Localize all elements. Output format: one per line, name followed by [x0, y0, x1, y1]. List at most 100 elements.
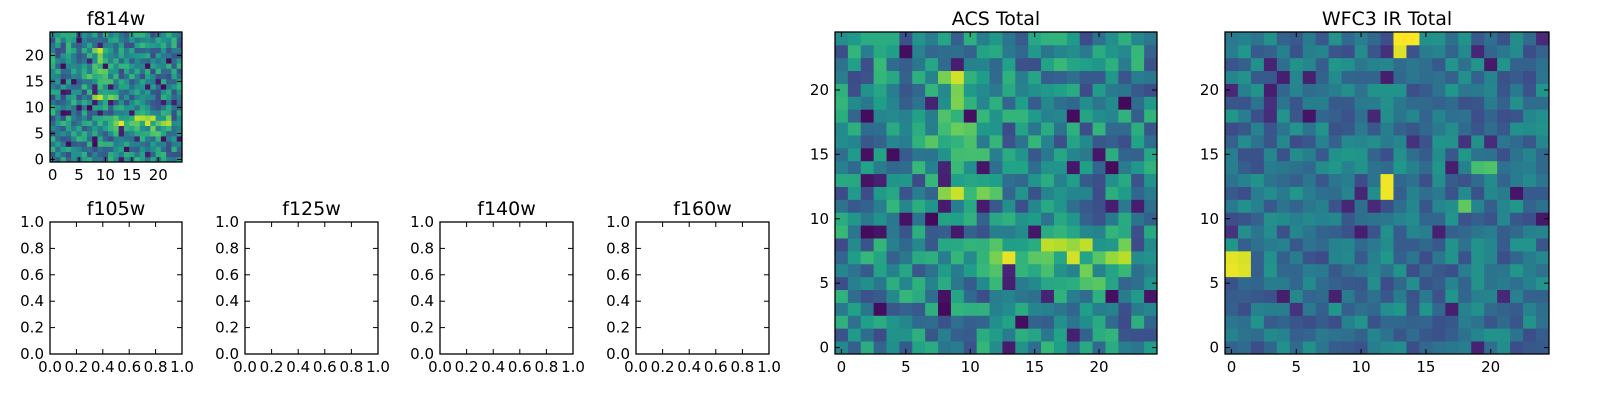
- heatmap-cell: [963, 83, 978, 97]
- heatmap-cell: [1471, 160, 1485, 175]
- heatmap-cell: [1002, 199, 1016, 213]
- heatmap-cell: [145, 120, 151, 126]
- heatmap-cell: [1131, 238, 1145, 252]
- heatmap-cell: [1289, 96, 1304, 110]
- heatmap-cell: [1380, 44, 1394, 59]
- heatmap-cell: [1225, 212, 1239, 226]
- heatmap-cell: [1367, 212, 1381, 226]
- heatmap-cell: [912, 147, 926, 162]
- heatmap-cell: [1289, 70, 1304, 84]
- heatmap-cell: [1002, 70, 1016, 84]
- heatmap-cell: [118, 47, 125, 54]
- heatmap-cell: [1250, 186, 1265, 200]
- heatmap-cell: [155, 52, 162, 59]
- heatmap-cell: [1225, 315, 1239, 329]
- heatmap-cell: [1118, 263, 1132, 278]
- heatmap-cell: [97, 136, 104, 142]
- heatmap-cell: [1105, 341, 1119, 355]
- heatmap-cell: [886, 302, 900, 316]
- heatmap-cell: [113, 52, 120, 59]
- heatmap-cell: [1144, 122, 1158, 136]
- heatmap-cell: [160, 42, 167, 48]
- heatmap-cell: [171, 99, 178, 106]
- heatmap-cell: [1263, 83, 1278, 97]
- heatmap-cell: [81, 78, 88, 85]
- heatmap-cell: [1471, 289, 1485, 303]
- heatmap-cell: [1092, 289, 1106, 303]
- heatmap-cell: [160, 52, 167, 59]
- heatmap-cell: [1471, 212, 1485, 226]
- heatmap-cell: [899, 57, 913, 72]
- heatmap-cell: [1028, 44, 1042, 59]
- heatmap-cell: [171, 63, 178, 69]
- heatmap-cell: [139, 47, 146, 54]
- x-tick-label: 0.8: [730, 358, 754, 376]
- heatmap-cell: [1393, 32, 1407, 46]
- y-tick-label: 10: [810, 210, 829, 228]
- heatmap-cell: [976, 302, 990, 316]
- heatmap-cell: [1419, 302, 1433, 316]
- heatmap-cell: [1131, 109, 1145, 123]
- heatmap-cell: [1092, 238, 1106, 252]
- heatmap-cell: [171, 125, 178, 132]
- heatmap-cell: [81, 115, 88, 121]
- heatmap-cell: [1041, 147, 1055, 162]
- heatmap-cell: [92, 73, 98, 80]
- heatmap-cell: [1536, 212, 1550, 226]
- heatmap-cell: [97, 110, 104, 116]
- heatmap-cell: [1250, 70, 1265, 84]
- heatmap-cell: [1315, 315, 1330, 329]
- heatmap-cell: [1315, 328, 1330, 342]
- heatmap-cell: [1237, 276, 1252, 290]
- heatmap-cell: [1015, 147, 1029, 162]
- heatmap-cell: [1380, 212, 1394, 226]
- heatmap-cell: [1419, 32, 1433, 46]
- heatmap-cell: [1066, 44, 1081, 59]
- heatmap-cell: [1302, 70, 1317, 84]
- heatmap-cell: [912, 122, 926, 136]
- heatmap-cell: [989, 32, 1003, 46]
- heatmap-cell: [76, 141, 83, 147]
- heatmap-cell: [113, 120, 120, 126]
- heatmap-cell: [118, 125, 125, 132]
- heatmap-cell: [886, 109, 900, 123]
- heatmap-cell: [1250, 250, 1265, 265]
- heatmap-cell: [989, 44, 1003, 59]
- heatmap-cell: [108, 52, 114, 59]
- heatmap-cell: [145, 125, 151, 132]
- heatmap-cell: [1536, 276, 1550, 290]
- heatmap-cell: [1015, 122, 1029, 136]
- heatmap-cell: [1497, 328, 1511, 342]
- heatmap-cell: [86, 125, 93, 132]
- heatmap-cell: [886, 238, 900, 252]
- heatmap-cell: [976, 57, 990, 72]
- heatmap-cell: [1066, 122, 1081, 136]
- heatmap-cell: [1250, 315, 1265, 329]
- heatmap-cell: [71, 156, 77, 163]
- y-tick-label: 20: [1200, 81, 1219, 99]
- heatmap-cell: [847, 212, 862, 226]
- heatmap-cell: [123, 151, 130, 158]
- heatmap-cell: [950, 263, 965, 278]
- heatmap-cell: [150, 73, 156, 80]
- heatmap-cell: [145, 94, 151, 100]
- heatmap-cell: [1458, 328, 1472, 342]
- heatmap-cell: [886, 44, 900, 59]
- heatmap-cell: [1393, 250, 1407, 265]
- heatmap-cell: [1053, 186, 1068, 200]
- heatmap-cell: [113, 58, 120, 64]
- heatmap-cell: [899, 44, 913, 59]
- heatmap-cell: [1445, 147, 1459, 162]
- heatmap-cell: [1041, 160, 1055, 175]
- heatmap-cell: [899, 147, 913, 162]
- heatmap-cell: [134, 73, 141, 80]
- heatmap-cell: [1105, 199, 1119, 213]
- heatmap-cell: [1250, 83, 1265, 97]
- heatmap-cell: [873, 225, 887, 239]
- heatmap-cell: [1471, 70, 1485, 84]
- heatmap-cell: [97, 130, 104, 137]
- heatmap-cell: [1328, 173, 1343, 187]
- heatmap-cell: [1066, 315, 1081, 329]
- heatmap-cell: [1484, 225, 1498, 239]
- heatmap-cell: [1341, 96, 1355, 110]
